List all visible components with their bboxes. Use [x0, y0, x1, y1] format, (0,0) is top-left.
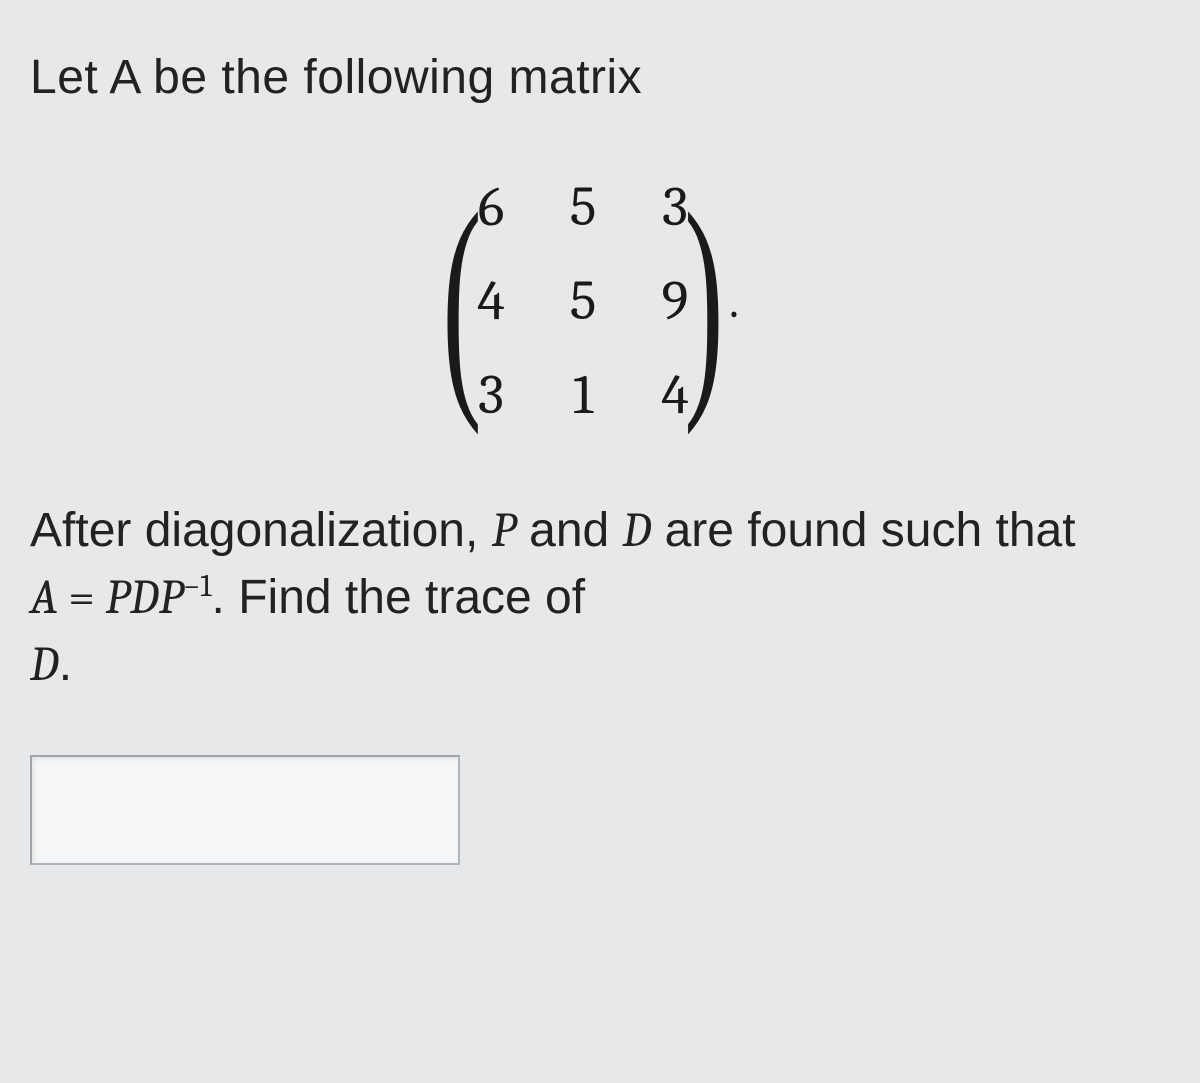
answer-area: [30, 755, 1170, 865]
var-P: P: [492, 503, 516, 558]
left-paren: (: [442, 196, 481, 405]
q-seg: and: [516, 504, 623, 557]
var-P: P: [105, 570, 130, 625]
matrix-cell: 1: [565, 363, 601, 427]
matrix-grid: 6 5 3 4 5 9 3 1 4: [463, 145, 703, 457]
right-paren: ): [684, 196, 723, 405]
q-seg: .: [59, 638, 72, 691]
q-seg: . Find the trace of: [212, 571, 586, 624]
matrix-cell: 5: [565, 269, 601, 333]
eq-sign: =: [58, 570, 106, 625]
question-page: Let A be the following matrix ( 6 5 3 4 …: [0, 0, 1200, 895]
matrix-period: .: [729, 274, 739, 329]
intro-text: Let A be the following matrix: [30, 50, 1170, 105]
var-D: D: [30, 637, 59, 692]
matrix-display: ( 6 5 3 4 5 9 3 1 4 ) .: [30, 145, 1170, 457]
answer-input[interactable]: [30, 755, 460, 865]
q-seg: After diagonalization,: [30, 504, 492, 557]
var-P: P: [159, 570, 183, 625]
var-D: D: [130, 570, 159, 625]
q-seg: are found such that: [651, 504, 1075, 557]
var-D: D: [623, 503, 652, 558]
exp-neg1: −1: [183, 568, 212, 604]
matrix-cell: 5: [565, 175, 601, 239]
question-text: After diagonalization, P and D are found…: [30, 497, 1170, 699]
var-A: A: [30, 570, 58, 625]
